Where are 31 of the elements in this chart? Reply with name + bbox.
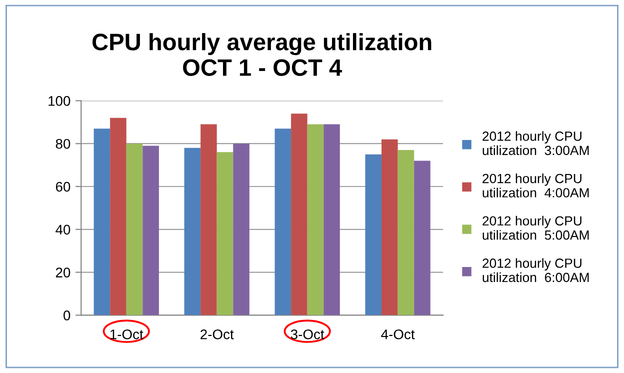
bar bbox=[233, 144, 250, 316]
x-tick-label: 2-Oct bbox=[200, 329, 234, 340]
legend-label: 2012 hourly CPU utilization 4:00AM bbox=[482, 174, 589, 198]
bar bbox=[365, 154, 382, 316]
bar bbox=[307, 124, 324, 316]
y-tick-label: 20 bbox=[56, 268, 70, 278]
bar bbox=[126, 144, 143, 316]
legend-label: 2012 hourly CPU utilization 5:00AM bbox=[482, 216, 589, 240]
y-tick-label: 100 bbox=[48, 96, 70, 106]
legend-label: 2012 hourly CPU utilization 6:00AM bbox=[482, 258, 589, 282]
bar bbox=[94, 128, 110, 316]
bar bbox=[216, 152, 234, 316]
bar bbox=[110, 118, 126, 316]
x-tick-label: 1-Oct bbox=[110, 329, 144, 340]
bar bbox=[382, 139, 398, 316]
bar bbox=[142, 146, 159, 316]
bar bbox=[184, 148, 201, 316]
y-tick-label: 60 bbox=[56, 182, 70, 192]
bar bbox=[291, 114, 308, 316]
bar bbox=[324, 124, 340, 316]
chart-title: CPU hourly average utilization OCT 1 - OCT 4 bbox=[92, 33, 432, 76]
bar bbox=[274, 128, 292, 316]
bar bbox=[414, 160, 430, 316]
x-tick-label: 3-Oct bbox=[290, 329, 324, 340]
y-tick-label: 0 bbox=[64, 310, 70, 320]
x-tick-label: 4-Oct bbox=[381, 329, 415, 340]
bar bbox=[398, 150, 414, 316]
y-tick-label: 40 bbox=[56, 224, 70, 235]
legend-label: 2012 hourly CPU utilization 3:00AM bbox=[482, 131, 589, 156]
bar bbox=[200, 124, 217, 316]
y-tick-label: 80 bbox=[56, 138, 70, 149]
